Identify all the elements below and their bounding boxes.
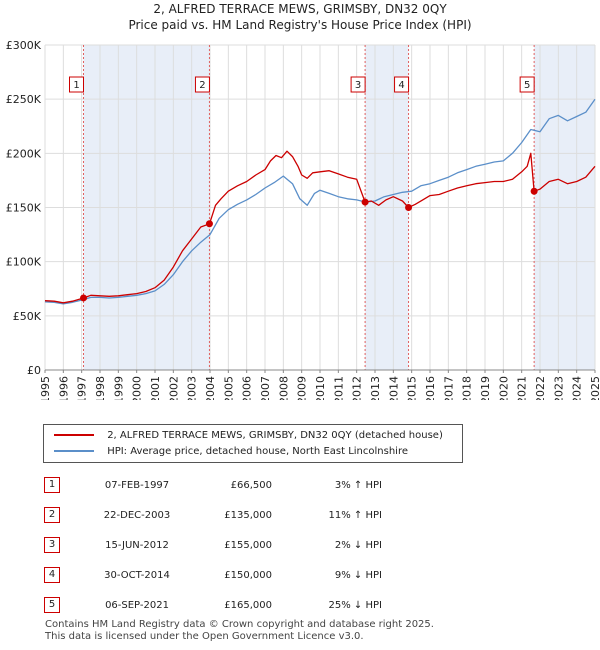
sale-point bbox=[205, 220, 213, 228]
y-tick-label: £200K bbox=[6, 147, 42, 160]
legend: 2, ALFRED TERRACE MEWS, GRIMSBY, DN32 0Q… bbox=[43, 424, 463, 463]
x-tick-label: 2008 bbox=[277, 376, 290, 400]
sale-point bbox=[80, 294, 87, 302]
sale-label-number: 4 bbox=[398, 80, 404, 91]
x-tick-label: 2005 bbox=[222, 376, 235, 400]
x-tick-label: 2012 bbox=[351, 376, 364, 400]
x-tick-label: 1997 bbox=[76, 376, 89, 400]
sale-number-badge: 2 bbox=[44, 507, 60, 523]
x-tick-label: 2011 bbox=[332, 376, 345, 400]
table-row: 1 07-FEB-1997 £66,500 3% ↑ HPI bbox=[40, 470, 382, 500]
y-tick-label: £0 bbox=[27, 364, 41, 377]
sale-label-box bbox=[519, 76, 535, 93]
sale-price: £150,000 bbox=[224, 569, 272, 581]
x-tick-label: 1995 bbox=[39, 376, 52, 400]
sale-number-badge: 3 bbox=[44, 537, 60, 553]
sale-number-badge: 4 bbox=[44, 567, 60, 583]
table-row: 3 15-JUN-2012 £155,000 2% ↓ HPI bbox=[40, 530, 382, 560]
table-row: 4 30-OCT-2014 £150,000 9% ↓ HPI bbox=[40, 560, 382, 590]
footer-line-copyright: Contains HM Land Registry data © Crown c… bbox=[45, 619, 434, 630]
table-row: 5 06-SEP-2021 £165,000 25% ↓ HPI bbox=[40, 590, 382, 620]
hpi-line bbox=[44, 98, 596, 305]
sale-hpi-diff: 3% ↑ HPI bbox=[334, 479, 382, 491]
sale-number-badge: 5 bbox=[44, 597, 60, 613]
sale-hpi-diff: 2% ↓ HPI bbox=[334, 539, 382, 551]
sale-label-number: 5 bbox=[524, 80, 530, 91]
x-tick-label: 1996 bbox=[57, 376, 70, 400]
x-tick-label: 2006 bbox=[241, 376, 254, 400]
sale-number-badge: 1 bbox=[44, 477, 60, 493]
sale-label-number: 1 bbox=[73, 80, 79, 91]
x-tick-label: 2013 bbox=[369, 376, 382, 400]
sale-label-box bbox=[69, 76, 84, 93]
y-tick-label: £250K bbox=[6, 93, 42, 106]
x-tick-label: 2007 bbox=[259, 376, 272, 400]
x-tick-label: 2014 bbox=[387, 376, 400, 400]
x-tick-label: 2001 bbox=[149, 376, 162, 400]
x-tick-label: 2002 bbox=[167, 376, 180, 400]
sale-hpi-diff: 11% ↑ HPI bbox=[328, 509, 382, 521]
sale-label-box bbox=[194, 76, 210, 93]
sale-label-number: 3 bbox=[355, 80, 361, 91]
x-tick-label: 2025 bbox=[589, 376, 600, 400]
x-tick-label: 2019 bbox=[479, 376, 492, 400]
footer-line-licence: This data is licensed under the Open Gov… bbox=[45, 631, 364, 642]
sale-hpi-diff: 9% ↓ HPI bbox=[334, 569, 382, 581]
x-tick-label: 2016 bbox=[424, 376, 437, 400]
sale-point bbox=[530, 187, 538, 195]
x-tick-label: 2024 bbox=[571, 376, 584, 400]
sale-label-box bbox=[350, 76, 366, 93]
sale-price: £165,000 bbox=[224, 599, 272, 611]
chart-subtitle: Price paid vs. HM Land Registry's House … bbox=[128, 18, 472, 32]
y-tick-label: £150K bbox=[6, 202, 42, 215]
x-tick-label: 2000 bbox=[131, 376, 144, 400]
sale-date: 30-OCT-2014 bbox=[104, 569, 170, 581]
legend-swatch-property bbox=[54, 434, 94, 436]
x-tick-label: 2003 bbox=[186, 376, 199, 400]
sale-label-box bbox=[394, 76, 410, 93]
sale-point bbox=[361, 198, 369, 206]
x-tick-label: 2009 bbox=[296, 376, 309, 400]
y-tick-label: £100K bbox=[6, 256, 42, 269]
x-tick-label: 2018 bbox=[461, 376, 474, 400]
chart-title: 2, ALFRED TERRACE MEWS, GRIMSBY, DN32 0Q… bbox=[153, 2, 447, 16]
x-tick-label: 2020 bbox=[497, 376, 510, 400]
footer-attribution: Contains HM Land Registry data © Crown c… bbox=[45, 619, 434, 643]
x-tick-label: 2010 bbox=[314, 376, 327, 400]
sale-price: £66,500 bbox=[230, 479, 272, 491]
legend-item-hpi: HPI: Average price, detached house, Nort… bbox=[54, 445, 408, 459]
x-tick-label: 2023 bbox=[552, 376, 565, 400]
sale-hpi-diff: 25% ↓ HPI bbox=[328, 599, 382, 611]
x-tick-label: 2022 bbox=[534, 376, 547, 400]
legend-label-property: 2, ALFRED TERRACE MEWS, GRIMSBY, DN32 0Q… bbox=[107, 430, 443, 441]
sale-label-number: 2 bbox=[199, 80, 205, 91]
sale-price: £135,000 bbox=[224, 509, 272, 521]
y-tick-label: £50K bbox=[13, 310, 42, 323]
sales-table: 1 07-FEB-1997 £66,500 3% ↑ HPI 2 22-DEC-… bbox=[40, 470, 382, 620]
legend-swatch-hpi bbox=[54, 450, 94, 452]
x-tick-label: 1999 bbox=[112, 376, 125, 400]
table-row: 2 22-DEC-2003 £135,000 11% ↑ HPI bbox=[40, 500, 382, 530]
x-tick-label: 2004 bbox=[204, 376, 217, 400]
x-tick-label: 1998 bbox=[94, 376, 107, 400]
y-tick-label: £300K bbox=[6, 39, 42, 52]
sale-date: 06-SEP-2021 bbox=[105, 599, 169, 611]
x-tick-label: 2017 bbox=[442, 376, 455, 400]
sale-point bbox=[405, 204, 413, 211]
sale-date: 15-JUN-2012 bbox=[105, 539, 169, 551]
property-price-line bbox=[44, 150, 596, 304]
legend-item-property: 2, ALFRED TERRACE MEWS, GRIMSBY, DN32 0Q… bbox=[54, 429, 443, 443]
x-tick-label: 2015 bbox=[406, 376, 419, 400]
x-tick-label: 2021 bbox=[516, 376, 529, 400]
sale-date: 22-DEC-2003 bbox=[103, 509, 171, 521]
sale-date: 07-FEB-1997 bbox=[104, 479, 170, 491]
legend-label-hpi: HPI: Average price, detached house, Nort… bbox=[107, 446, 408, 457]
price-chart: 1 2 3 4 5 £0 £50K £100K £150K £200K £250K £300K 1995… bbox=[6, 39, 600, 400]
sale-price: £155,000 bbox=[224, 539, 272, 551]
